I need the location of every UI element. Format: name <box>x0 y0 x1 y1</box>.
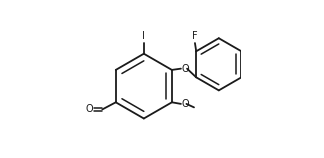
Text: F: F <box>192 31 198 41</box>
Text: O: O <box>182 64 189 74</box>
Text: I: I <box>142 31 145 41</box>
Text: O: O <box>86 104 93 114</box>
Text: O: O <box>182 99 189 109</box>
